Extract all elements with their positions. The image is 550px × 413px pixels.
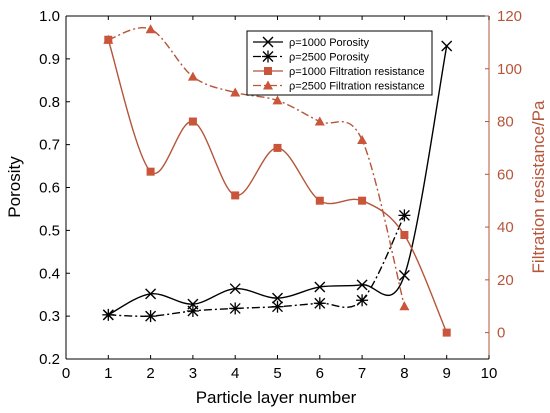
- legend-marker: [264, 67, 272, 75]
- series-3-point: [187, 71, 198, 81]
- y2-axis-label: Filtration resistance/Pa: [529, 100, 548, 273]
- series-0-point: [398, 269, 410, 281]
- series-3-point: [103, 34, 114, 44]
- y-axis-label: Porosity: [5, 156, 24, 218]
- x-tick-label: 2: [146, 365, 154, 382]
- series-2-point: [231, 191, 240, 200]
- series-0-point: [272, 292, 283, 304]
- series-2-point: [188, 117, 197, 126]
- y-tick-label: 0.6: [39, 180, 60, 197]
- x-axis-label: Particle layer number: [196, 388, 357, 407]
- series-line-0: [107, 45, 448, 316]
- legend-marker: [262, 36, 274, 48]
- series-3-point: [399, 301, 410, 311]
- y2-tick-label: 100: [497, 61, 522, 78]
- series-0-point: [356, 279, 368, 291]
- y-tick-label: 0.7: [39, 137, 60, 154]
- y2-tick-label: 120: [497, 8, 522, 25]
- series-2-point: [146, 167, 155, 176]
- y-tick-label: 0.4: [39, 265, 60, 282]
- x-tick-label: 3: [189, 365, 197, 382]
- x-tick-label: 7: [358, 365, 366, 382]
- series-1-point: [356, 294, 369, 307]
- y-tick-label: 0.2: [39, 351, 60, 368]
- series-1-point: [398, 209, 411, 222]
- series-1-point: [271, 300, 284, 313]
- x-tick-label: 5: [273, 365, 281, 382]
- series-3-point: [357, 135, 368, 145]
- legend-marker: [263, 80, 273, 90]
- series-0-point: [314, 281, 326, 293]
- x-tick-label: 6: [316, 365, 324, 382]
- series-3-point: [314, 116, 325, 126]
- y2-tick-label: 80: [497, 114, 514, 131]
- y2-tick-label: 40: [497, 219, 514, 236]
- x-tick-label: 1: [104, 365, 112, 382]
- x-tick-label: 4: [231, 365, 239, 382]
- y-tick-label: 0.9: [39, 51, 60, 68]
- y-tick-label: 0.8: [39, 94, 60, 111]
- series-1-point: [102, 308, 115, 321]
- series-3-point: [230, 87, 241, 97]
- y-tick-label: 0.5: [39, 222, 60, 239]
- series-2-point: [442, 328, 451, 337]
- series-2-point: [400, 230, 409, 239]
- legend-entry: ρ=1000 Filtration resistance: [289, 66, 425, 78]
- y2-tick-label: 20: [497, 272, 514, 289]
- series-1-point: [144, 310, 157, 323]
- x-tick-label: 0: [62, 365, 70, 382]
- series-2-point: [358, 196, 367, 205]
- y2-tick-label: 60: [497, 166, 514, 183]
- x-tick-label: 8: [400, 365, 408, 382]
- y-tick-label: 1.0: [39, 8, 60, 25]
- series-1-point: [186, 304, 199, 317]
- series-1-point: [229, 302, 242, 315]
- series-0-point: [229, 283, 241, 295]
- y2-tick-label: 0: [497, 325, 505, 342]
- legend-entry: ρ=2500 Filtration resistance: [289, 81, 425, 93]
- series-0-point: [145, 288, 157, 300]
- y-tick-label: 0.3: [39, 308, 60, 325]
- series-1-point: [313, 297, 326, 310]
- legend-entry: ρ=2500 Porosity: [289, 52, 369, 64]
- series-0-point: [441, 40, 453, 52]
- series-3-point: [272, 95, 283, 105]
- series-2-point: [273, 143, 282, 152]
- series-3-point: [145, 24, 156, 34]
- legend-entry: ρ=1000 Porosity: [289, 37, 369, 49]
- series-2-point: [315, 196, 324, 205]
- x-tick-label: 10: [481, 365, 498, 382]
- legend-marker: [262, 50, 274, 63]
- x-tick-label: 9: [443, 365, 451, 382]
